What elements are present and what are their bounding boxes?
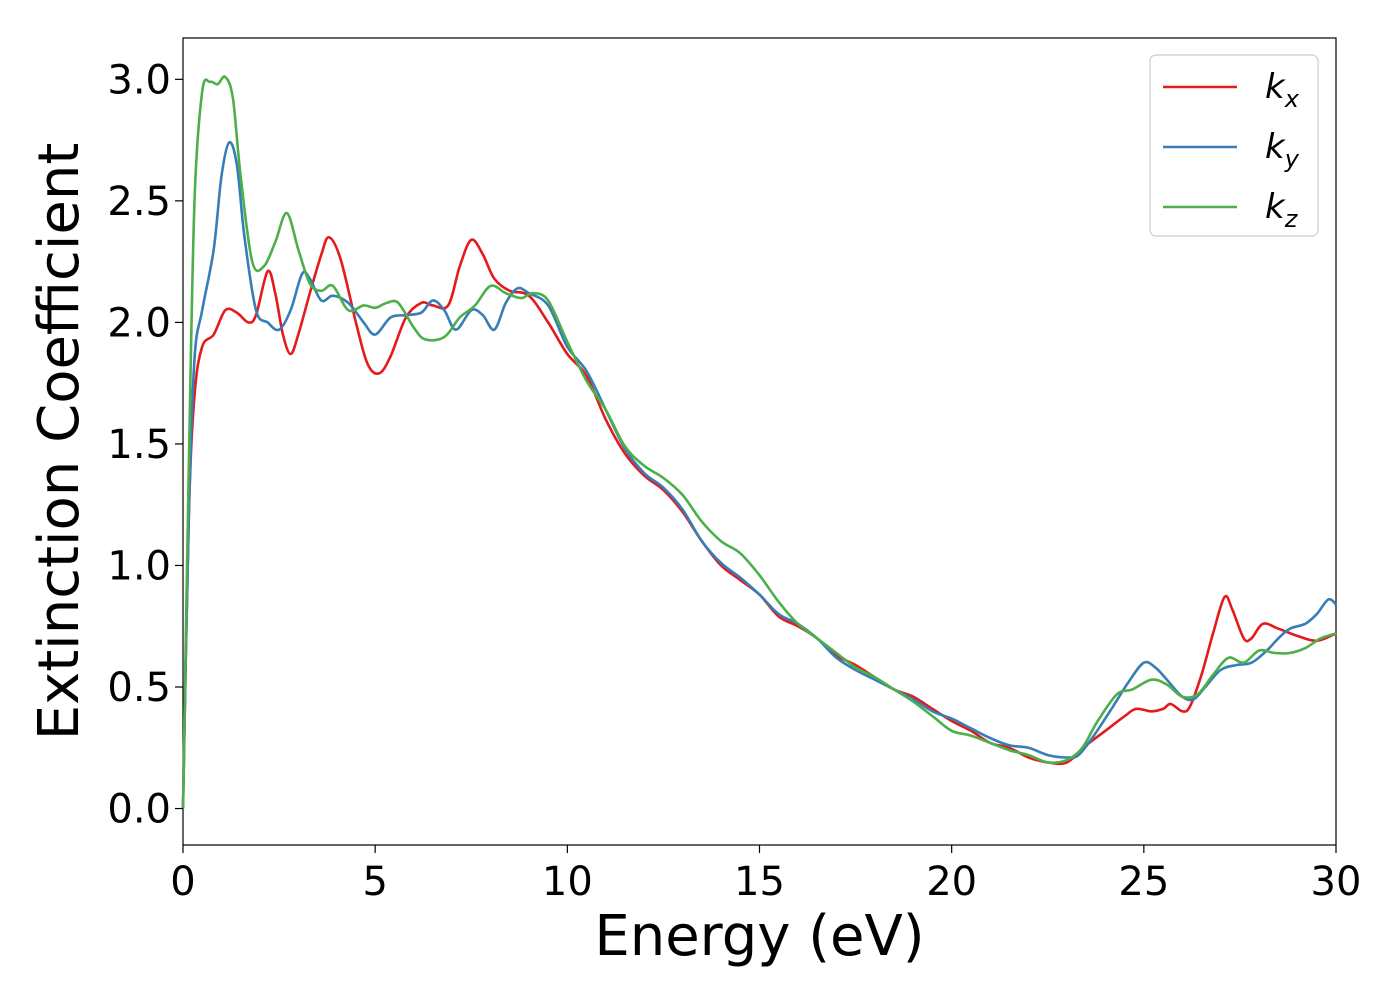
y-axis-ticks: 0.0 0.5 1.0 1.5 2.0 2.5 3.0: [107, 57, 183, 833]
x-tick-label: 30: [1311, 859, 1362, 905]
x-axis-ticks: 0 5 10 15 20 25 30: [170, 845, 1361, 905]
y-tick-label: 3.0: [107, 57, 171, 103]
legend-label-kz: kz: [1265, 187, 1299, 233]
y-tick-label: 1.5: [107, 422, 171, 468]
x-axis-label: Energy (eV): [594, 904, 924, 969]
y-axis-label: Extinction Coefficient: [27, 143, 92, 741]
y-tick-label: 2.5: [107, 179, 171, 225]
x-tick-label: 10: [542, 859, 593, 905]
series-line-kz: [181, 75, 1337, 809]
x-tick-label: 15: [734, 859, 785, 905]
x-tick-label: 5: [362, 859, 387, 905]
series-line-kx: [181, 236, 1337, 809]
x-tick-label: 25: [1118, 859, 1169, 905]
y-tick-label: 0.0: [107, 787, 171, 833]
legend-box: [1149, 54, 1319, 237]
y-tick-label: 2.0: [107, 300, 171, 346]
series-line-ky: [181, 140, 1337, 809]
x-tick-label: 20: [926, 859, 977, 905]
x-tick-label: 0: [170, 859, 195, 905]
series-layer: [181, 75, 1337, 809]
y-tick-label: 0.5: [107, 665, 171, 711]
y-tick-label: 1.0: [107, 543, 171, 589]
